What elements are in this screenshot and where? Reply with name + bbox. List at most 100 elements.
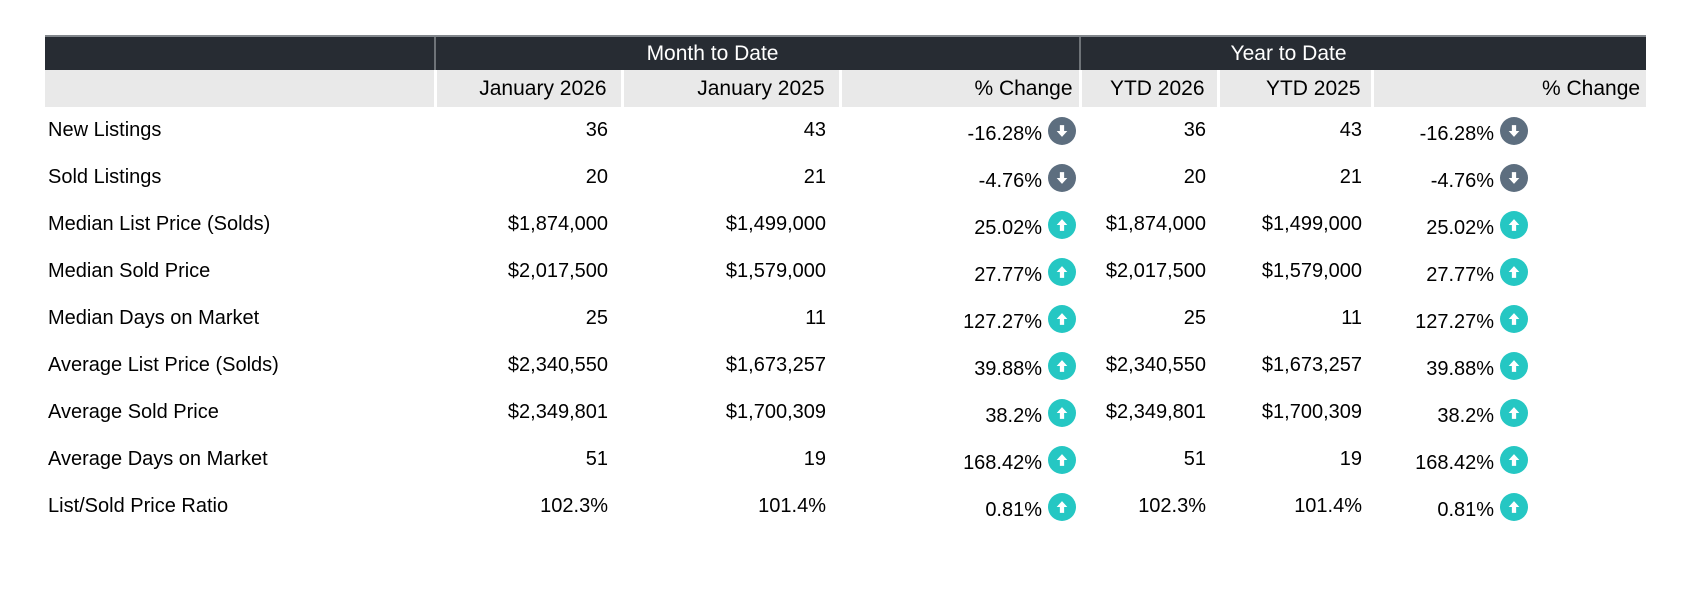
metric-label: Median Days on Market (48, 307, 260, 329)
mtd-percent-change-cell: -4.76% (840, 154, 1080, 201)
mtd-percent-change-value: -4.76% (978, 169, 1043, 192)
column-header-ytd-2025: YTD 2025 (1216, 70, 1373, 107)
trend-up-icon (1048, 398, 1077, 427)
mtd-current-value: 20 (585, 166, 608, 188)
mtd-percent-change-value: 39.88% (974, 357, 1043, 380)
mtd-current-value: $1,874,000 (507, 213, 608, 235)
mtd-percent-change-cell: -16.28% (840, 107, 1080, 154)
ytd-current-value: $2,017,500 (1105, 260, 1207, 282)
ytd-previous-value: $1,700,309 (1261, 401, 1363, 423)
table-row: Average Days on Market 51 19 168.42% 51 … (45, 436, 1646, 483)
mtd-percent-change-value: 27.77% (974, 263, 1043, 286)
trend-up-icon (1048, 445, 1077, 474)
trend-down-icon (1500, 116, 1529, 145)
ytd-percent-change-value: -16.28% (1419, 122, 1495, 145)
mtd-percent-change-value: -16.28% (967, 122, 1043, 145)
ytd-percent-change-value: 39.88% (1426, 357, 1495, 380)
mtd-current-value: $2,349,801 (507, 401, 608, 423)
ytd-previous-value: 19 (1339, 448, 1363, 470)
table-row: Median List Price (Solds) $1,874,000 $1,… (45, 201, 1646, 248)
mtd-percent-change-cell: 127.27% (840, 295, 1080, 342)
trend-up-icon (1048, 304, 1077, 333)
market-stats-table: Month to Date Year to Date January 2026 … (45, 35, 1647, 530)
trend-up-icon (1048, 351, 1077, 380)
table-row: Median Days on Market 25 11 127.27% 25 1… (45, 295, 1646, 342)
mtd-percent-change-value: 38.2% (985, 404, 1043, 427)
ytd-percent-change-cell: 25.02% (1372, 201, 1646, 248)
trend-down-icon (1048, 116, 1077, 145)
trend-up-icon (1500, 398, 1529, 427)
ytd-previous-value: 43 (1339, 119, 1363, 141)
ytd-percent-change-cell: 27.77% (1372, 248, 1646, 295)
mtd-previous-value: $1,700,309 (725, 401, 826, 423)
ytd-percent-change-value: 38.2% (1437, 404, 1495, 427)
mtd-current-value: $2,340,550 (507, 354, 608, 376)
ytd-previous-value: $1,499,000 (1261, 213, 1363, 235)
column-header-january-2026: January 2026 (433, 70, 622, 107)
table-row: Average Sold Price $2,349,801 $1,700,309… (45, 389, 1646, 436)
ytd-percent-change-value: 25.02% (1426, 216, 1495, 239)
ytd-current-value: 20 (1183, 166, 1207, 188)
mtd-current-value: $2,017,500 (507, 260, 608, 282)
column-header-mtd-percent-change: % Change (838, 70, 1081, 107)
trend-up-icon (1500, 445, 1529, 474)
ytd-percent-change-value: 127.27% (1415, 310, 1495, 333)
ytd-percent-change-cell: 127.27% (1372, 295, 1646, 342)
mtd-previous-value: $1,579,000 (725, 260, 826, 282)
metric-label: Median List Price (Solds) (48, 213, 271, 235)
metric-label: List/Sold Price Ratio (48, 495, 229, 517)
mtd-previous-value: 21 (803, 166, 826, 188)
mtd-previous-value: $1,673,257 (725, 354, 826, 376)
mtd-previous-value: 11 (805, 307, 826, 329)
mtd-previous-value: $1,499,000 (725, 213, 826, 235)
ytd-previous-value: 11 (1341, 307, 1363, 329)
trend-up-icon (1500, 304, 1529, 333)
mtd-percent-change-cell: 38.2% (840, 389, 1080, 436)
table-row: Median Sold Price $2,017,500 $1,579,000 … (45, 248, 1646, 295)
ytd-percent-change-cell: 38.2% (1372, 389, 1646, 436)
column-header-ytd-2026: YTD 2026 (1078, 70, 1219, 107)
ytd-percent-change-cell: -16.28% (1372, 107, 1646, 154)
ytd-percent-change-value: 168.42% (1415, 451, 1495, 474)
trend-up-icon (1048, 257, 1077, 286)
metric-label: Average List Price (Solds) (48, 354, 279, 376)
ytd-percent-change-value: -4.76% (1430, 169, 1495, 192)
ytd-current-value: 102.3% (1138, 495, 1207, 517)
group-header-row: Month to Date Year to Date (45, 35, 1647, 70)
mtd-percent-change-cell: 27.77% (840, 248, 1080, 295)
column-header-ytd-percent-change: % Change (1370, 70, 1647, 107)
trend-up-icon (1500, 351, 1529, 380)
ytd-percent-change-cell: 0.81% (1372, 483, 1646, 530)
ytd-current-value: $1,874,000 (1105, 213, 1207, 235)
table-row: Average List Price (Solds) $2,340,550 $1… (45, 342, 1646, 389)
ytd-percent-change-cell: 39.88% (1372, 342, 1646, 389)
table-row: New Listings 36 43 -16.28% 36 43 -16.28% (45, 107, 1646, 154)
ytd-current-value: $2,340,550 (1105, 354, 1207, 376)
ytd-current-value: $2,349,801 (1105, 401, 1207, 423)
trend-up-icon (1500, 492, 1529, 521)
column-header-row: January 2026 January 2025 % Change YTD 2… (45, 70, 1647, 107)
metric-label: Average Sold Price (48, 401, 219, 423)
trend-up-icon (1048, 210, 1077, 239)
mtd-percent-change-value: 25.02% (974, 216, 1043, 239)
ytd-previous-value: 21 (1339, 166, 1363, 188)
ytd-percent-change-value: 0.81% (1437, 498, 1495, 521)
mtd-percent-change-cell: 39.88% (840, 342, 1080, 389)
trend-up-icon (1500, 210, 1529, 239)
mtd-current-value: 102.3% (540, 495, 608, 517)
trend-up-icon (1048, 492, 1077, 521)
group-header-blank (45, 35, 435, 70)
metric-label: Average Days on Market (48, 448, 268, 470)
ytd-percent-change-cell: 168.42% (1372, 436, 1646, 483)
ytd-current-value: 36 (1183, 119, 1207, 141)
mtd-previous-value: 101.4% (758, 495, 826, 517)
trend-down-icon (1048, 163, 1077, 192)
ytd-previous-value: $1,579,000 (1261, 260, 1363, 282)
trend-up-icon (1500, 257, 1529, 286)
table-row: Sold Listings 20 21 -4.76% 20 21 -4.76% (45, 154, 1646, 201)
metric-label: Median Sold Price (48, 260, 211, 282)
mtd-current-value: 36 (585, 119, 608, 141)
mtd-previous-value: 43 (803, 119, 826, 141)
ytd-percent-change-value: 27.77% (1426, 263, 1495, 286)
mtd-percent-change-value: 127.27% (963, 310, 1043, 333)
